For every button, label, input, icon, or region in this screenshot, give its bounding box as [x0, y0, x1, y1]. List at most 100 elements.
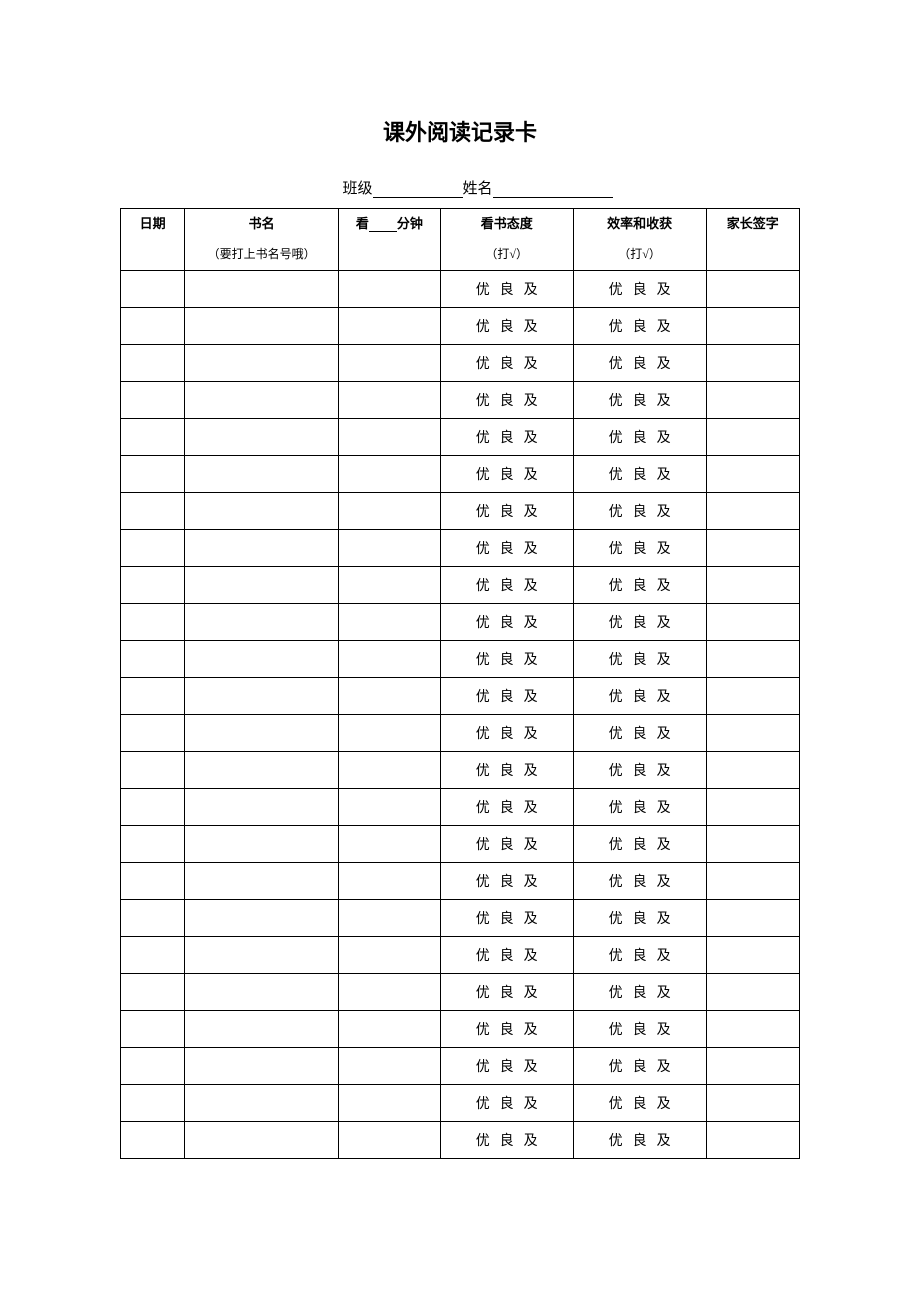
cell-sign[interactable] [706, 826, 799, 863]
cell-result[interactable]: 优良及 [573, 863, 706, 900]
cell-time[interactable] [339, 1048, 441, 1085]
cell-sign[interactable] [706, 604, 799, 641]
cell-date[interactable] [121, 493, 185, 530]
cell-attitude[interactable]: 优良及 [440, 863, 573, 900]
cell-book[interactable] [185, 789, 339, 826]
cell-sign[interactable] [706, 937, 799, 974]
cell-result[interactable]: 优良及 [573, 308, 706, 345]
cell-sign[interactable] [706, 715, 799, 752]
cell-date[interactable] [121, 419, 185, 456]
cell-time[interactable] [339, 1011, 441, 1048]
cell-attitude[interactable]: 优良及 [440, 271, 573, 308]
cell-attitude[interactable]: 优良及 [440, 826, 573, 863]
cell-book[interactable] [185, 1085, 339, 1122]
cell-book[interactable] [185, 863, 339, 900]
cell-result[interactable]: 优良及 [573, 715, 706, 752]
cell-date[interactable] [121, 567, 185, 604]
cell-attitude[interactable]: 优良及 [440, 567, 573, 604]
cell-date[interactable] [121, 1048, 185, 1085]
cell-date[interactable] [121, 789, 185, 826]
cell-book[interactable] [185, 604, 339, 641]
cell-result[interactable]: 优良及 [573, 752, 706, 789]
cell-date[interactable] [121, 604, 185, 641]
cell-book[interactable] [185, 826, 339, 863]
cell-book[interactable] [185, 493, 339, 530]
cell-attitude[interactable]: 优良及 [440, 493, 573, 530]
cell-attitude[interactable]: 优良及 [440, 530, 573, 567]
cell-book[interactable] [185, 1011, 339, 1048]
cell-date[interactable] [121, 678, 185, 715]
cell-book[interactable] [185, 456, 339, 493]
cell-date[interactable] [121, 308, 185, 345]
cell-sign[interactable] [706, 419, 799, 456]
cell-result[interactable]: 优良及 [573, 900, 706, 937]
cell-attitude[interactable]: 优良及 [440, 937, 573, 974]
cell-result[interactable]: 优良及 [573, 271, 706, 308]
cell-result[interactable]: 优良及 [573, 604, 706, 641]
cell-attitude[interactable]: 优良及 [440, 789, 573, 826]
cell-book[interactable] [185, 530, 339, 567]
cell-attitude[interactable]: 优良及 [440, 641, 573, 678]
cell-attitude[interactable]: 优良及 [440, 752, 573, 789]
cell-attitude[interactable]: 优良及 [440, 1048, 573, 1085]
cell-result[interactable]: 优良及 [573, 678, 706, 715]
cell-time[interactable] [339, 1122, 441, 1159]
cell-time[interactable] [339, 789, 441, 826]
cell-time[interactable] [339, 900, 441, 937]
cell-result[interactable]: 优良及 [573, 419, 706, 456]
cell-time[interactable] [339, 567, 441, 604]
cell-result[interactable]: 优良及 [573, 382, 706, 419]
cell-sign[interactable] [706, 308, 799, 345]
cell-result[interactable]: 优良及 [573, 937, 706, 974]
cell-book[interactable] [185, 345, 339, 382]
cell-time[interactable] [339, 308, 441, 345]
cell-sign[interactable] [706, 900, 799, 937]
cell-sign[interactable] [706, 641, 799, 678]
cell-time[interactable] [339, 493, 441, 530]
class-blank[interactable] [373, 180, 463, 198]
cell-time[interactable] [339, 715, 441, 752]
cell-time[interactable] [339, 641, 441, 678]
cell-time[interactable] [339, 530, 441, 567]
cell-attitude[interactable]: 优良及 [440, 715, 573, 752]
cell-sign[interactable] [706, 456, 799, 493]
cell-attitude[interactable]: 优良及 [440, 456, 573, 493]
cell-result[interactable]: 优良及 [573, 789, 706, 826]
cell-attitude[interactable]: 优良及 [440, 974, 573, 1011]
cell-book[interactable] [185, 937, 339, 974]
cell-sign[interactable] [706, 493, 799, 530]
cell-attitude[interactable]: 优良及 [440, 678, 573, 715]
cell-date[interactable] [121, 1085, 185, 1122]
cell-time[interactable] [339, 419, 441, 456]
cell-time[interactable] [339, 345, 441, 382]
cell-time[interactable] [339, 456, 441, 493]
cell-book[interactable] [185, 308, 339, 345]
cell-sign[interactable] [706, 1085, 799, 1122]
cell-sign[interactable] [706, 567, 799, 604]
cell-date[interactable] [121, 530, 185, 567]
cell-date[interactable] [121, 752, 185, 789]
cell-book[interactable] [185, 419, 339, 456]
cell-attitude[interactable]: 优良及 [440, 1085, 573, 1122]
cell-book[interactable] [185, 900, 339, 937]
cell-attitude[interactable]: 优良及 [440, 604, 573, 641]
cell-time[interactable] [339, 382, 441, 419]
cell-attitude[interactable]: 优良及 [440, 382, 573, 419]
cell-time[interactable] [339, 604, 441, 641]
cell-result[interactable]: 优良及 [573, 974, 706, 1011]
cell-date[interactable] [121, 1011, 185, 1048]
cell-result[interactable]: 优良及 [573, 530, 706, 567]
cell-book[interactable] [185, 271, 339, 308]
cell-attitude[interactable]: 优良及 [440, 419, 573, 456]
cell-sign[interactable] [706, 752, 799, 789]
name-blank[interactable] [493, 180, 613, 198]
cell-sign[interactable] [706, 530, 799, 567]
cell-book[interactable] [185, 752, 339, 789]
cell-attitude[interactable]: 优良及 [440, 345, 573, 382]
cell-result[interactable]: 优良及 [573, 1085, 706, 1122]
cell-book[interactable] [185, 974, 339, 1011]
cell-result[interactable]: 优良及 [573, 1122, 706, 1159]
cell-book[interactable] [185, 678, 339, 715]
cell-time[interactable] [339, 826, 441, 863]
cell-time[interactable] [339, 678, 441, 715]
